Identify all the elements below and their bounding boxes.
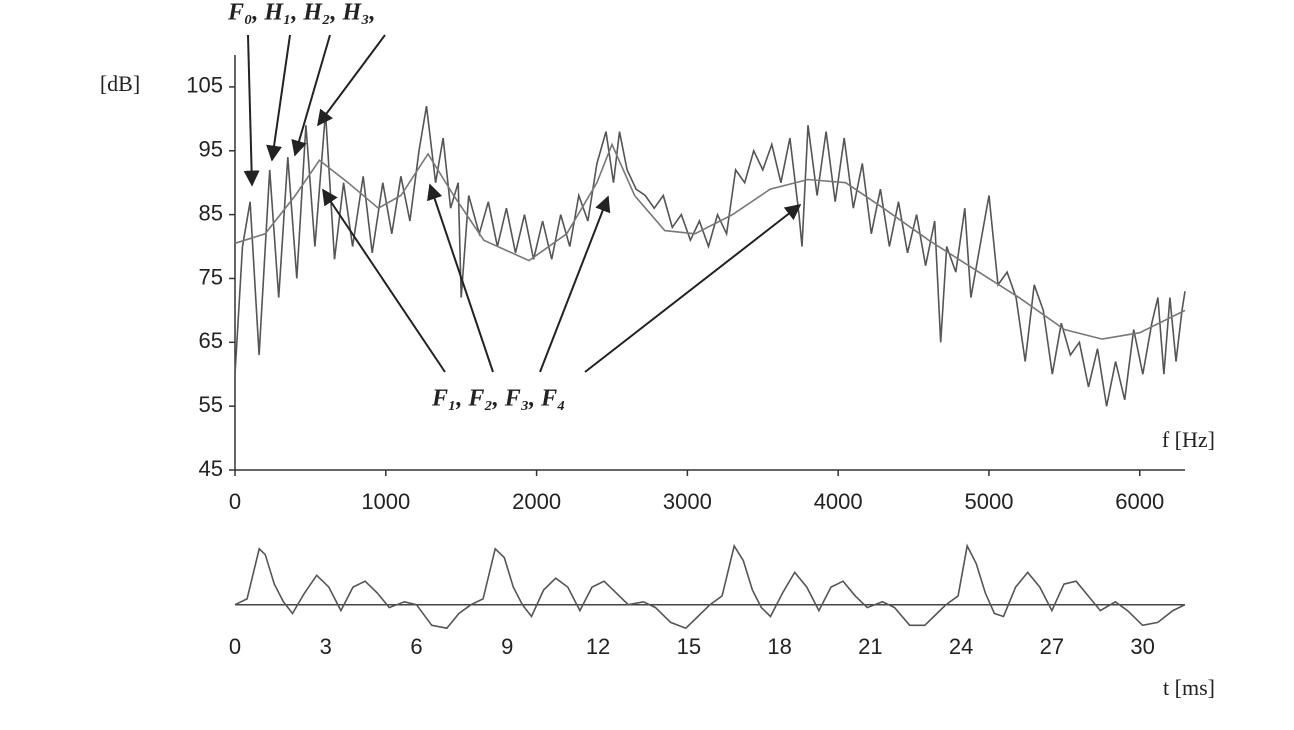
y-tick-label: 95: [199, 137, 223, 162]
x-tick-label: 24: [949, 634, 973, 659]
x-tick-label: 0: [229, 489, 241, 514]
y-tick-label: 55: [199, 392, 223, 417]
x-tick-label: 30: [1130, 634, 1154, 659]
x-tick-label: 6000: [1115, 489, 1164, 514]
x-tick-label: 18: [767, 634, 791, 659]
series-line: [234, 543, 1186, 630]
x-tick-label: 5000: [964, 489, 1013, 514]
x-tick-label: 4000: [814, 489, 863, 514]
x-axis-label: f [Hz]: [1162, 427, 1215, 452]
x-tick-label: 21: [858, 634, 882, 659]
x-tick-label: 12: [586, 634, 610, 659]
series-line: [234, 105, 1186, 407]
y-tick-label: 45: [199, 456, 223, 481]
x-tick-label: 1000: [361, 489, 410, 514]
x-tick-label: 9: [501, 634, 513, 659]
y-axis-label: [dB]: [100, 71, 140, 96]
y-tick-label: 105: [186, 73, 223, 98]
x-tick-label: 27: [1040, 634, 1064, 659]
x-tick-label: 3000: [663, 489, 712, 514]
x-tick-label: 3: [320, 634, 332, 659]
x-tick-label: 6: [410, 634, 422, 659]
x-axis-label: t [ms]: [1163, 675, 1215, 700]
series-line: [234, 142, 1186, 340]
y-tick-label: 85: [199, 200, 223, 225]
y-tick-label: 75: [199, 264, 223, 289]
x-tick-label: 0: [229, 634, 241, 659]
y-tick-label: 65: [199, 328, 223, 353]
annotation: F₁, F₂, F₃, F₄: [431, 386, 566, 412]
arrows: [243, 34, 802, 373]
annotation: F₀, H₁, H₂, H₃,: [227, 0, 375, 26]
x-tick-label: 2000: [512, 489, 561, 514]
x-tick-label: 15: [677, 634, 701, 659]
